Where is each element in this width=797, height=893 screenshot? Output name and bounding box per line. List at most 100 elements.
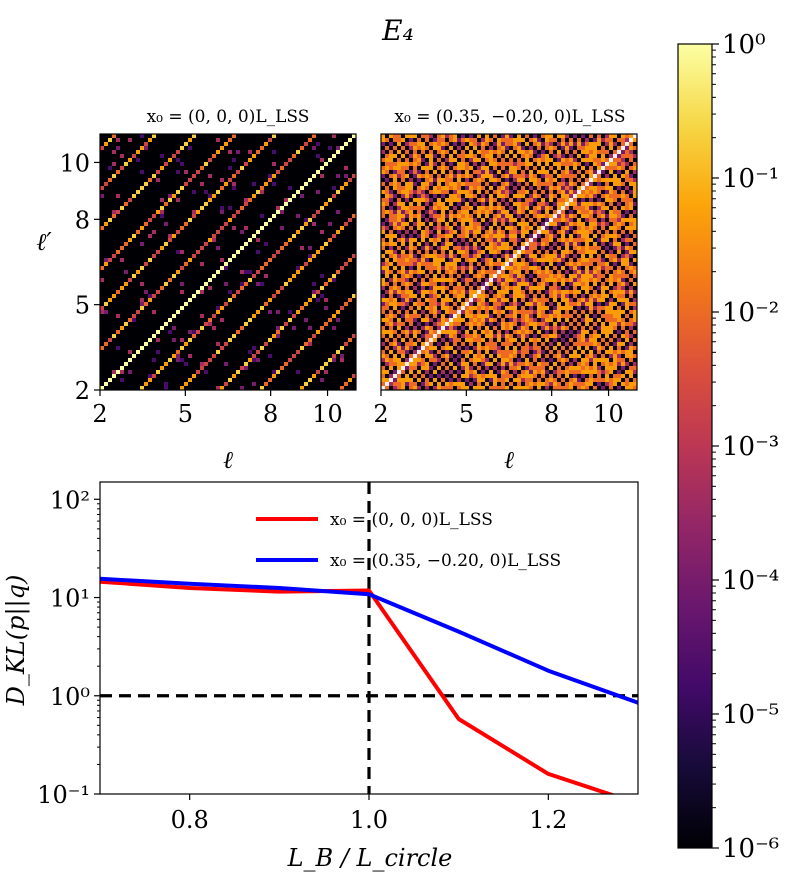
- heatmap-cell: [393, 262, 397, 266]
- heatmap-cell: [549, 154, 553, 158]
- heatmap-cell: [393, 282, 397, 286]
- heatmap-cell: [613, 230, 617, 234]
- heatmap-cell: [549, 162, 553, 166]
- heatmap-cell: [577, 154, 581, 158]
- heatmap-cell: [633, 330, 637, 334]
- heatmap-cell: [541, 350, 545, 354]
- heatmap-cell: [493, 314, 497, 318]
- heatmap-cell: [176, 170, 180, 174]
- heatmap-cell: [385, 182, 389, 186]
- heatmap-cell: [409, 266, 413, 270]
- heatmap-cell: [541, 194, 545, 198]
- heatmap-cell: [521, 202, 525, 206]
- heatmap-cell: [613, 334, 617, 338]
- heatmap-cell: [192, 334, 196, 338]
- heatmap-cell: [525, 278, 529, 282]
- heatmap-cell: [573, 222, 577, 226]
- heatmap-cell: [417, 150, 421, 154]
- heatmap-cell: [585, 374, 589, 378]
- heatmap-cell: [521, 210, 525, 214]
- heatmap-cell: [485, 274, 489, 278]
- heatmap-cell: [573, 186, 577, 190]
- heatmap-cell: [200, 290, 204, 294]
- heatmap-cell: [505, 138, 509, 142]
- heatmap-cell: [284, 202, 288, 206]
- heatmap-cell: [573, 134, 577, 138]
- heatmap-cell: [445, 294, 449, 298]
- heatmap-cell: [497, 162, 501, 166]
- heatmap-cell: [469, 198, 473, 202]
- heatmap-cell: [525, 378, 529, 382]
- heatmap-cell: [513, 166, 517, 170]
- heatmap-cell: [577, 186, 581, 190]
- heatmap-cell: [609, 290, 613, 294]
- heatmap-cell: [561, 222, 565, 226]
- heatmap-cell: [489, 362, 493, 366]
- heatmap-cell: [120, 370, 124, 374]
- heatmap-cell: [320, 326, 324, 330]
- heatmap-cell: [577, 226, 581, 230]
- heatmap-cell: [405, 162, 409, 166]
- heatmap-cell: [144, 262, 148, 266]
- heatmap-cell: [549, 138, 553, 142]
- heatmap-cell: [569, 378, 573, 382]
- heatmap-cell: [469, 374, 473, 378]
- heatmap-cell: [300, 146, 304, 150]
- heatmap-cell: [397, 322, 401, 326]
- heatmap-cell: [296, 270, 300, 274]
- heatmap-cell: [513, 310, 517, 314]
- heatmap-cell: [601, 310, 605, 314]
- heatmap-cell: [601, 142, 605, 146]
- heatmap-cell: [108, 258, 112, 262]
- heatmap-cell: [461, 266, 465, 270]
- heatmap-cell: [625, 382, 629, 386]
- heatmap-cell: [493, 154, 497, 158]
- heatmap-cell: [453, 238, 457, 242]
- heatmap-cell: [577, 386, 581, 390]
- heatmap-cell: [533, 246, 537, 250]
- heatmap-cell: [569, 290, 573, 294]
- heatmap-cell: [541, 174, 545, 178]
- heatmap-cell: [525, 326, 529, 330]
- heatmap-cell: [481, 282, 485, 286]
- heatmap-cell: [565, 386, 569, 390]
- heatmap-cell: [381, 158, 385, 162]
- heatmap-cell: [441, 290, 445, 294]
- heatmap-cell: [116, 210, 120, 214]
- heatmap-cell: [581, 286, 585, 290]
- heatmap-cell: [561, 342, 565, 346]
- heatmap-cell: [312, 134, 316, 138]
- heatmap-cell: [421, 174, 425, 178]
- heatmap-cell: [453, 282, 457, 286]
- heatmap-cell: [397, 306, 401, 310]
- heatmap-cell: [449, 162, 453, 166]
- heatmap-cell: [509, 146, 513, 150]
- heatmap-cell: [597, 190, 601, 194]
- heatmap-cell: [481, 146, 485, 150]
- heatmap-cell: [469, 214, 473, 218]
- heatmap-cell: [541, 262, 545, 266]
- heatmap-cell: [501, 330, 505, 334]
- heatmap-cell: [529, 202, 533, 206]
- heatmap-cell: [401, 302, 405, 306]
- heatmap-cell: [549, 254, 553, 258]
- heatmap-cell: [501, 294, 505, 298]
- heatmap-cell: [445, 146, 449, 150]
- heatmap-cell: [517, 218, 521, 222]
- heatmap-cell: [433, 310, 437, 314]
- heatmap-cell: [501, 274, 505, 278]
- heatmap-cell: [549, 150, 553, 154]
- heatmap-cell: [617, 294, 621, 298]
- heatmap-cell: [621, 378, 625, 382]
- heatmap-cell: [589, 282, 593, 286]
- heatmap-cell: [605, 322, 609, 326]
- heatmap-cell: [629, 238, 633, 242]
- heatmap-cell: [449, 198, 453, 202]
- heatmap-cell: [549, 362, 553, 366]
- heatmap-cell: [521, 286, 525, 290]
- heatmap-cell: [425, 338, 429, 342]
- heatmap-cell: [381, 258, 385, 262]
- heatmap-cell: [477, 154, 481, 158]
- heatmap-cell: [533, 138, 537, 142]
- heatmap-cell: [389, 302, 393, 306]
